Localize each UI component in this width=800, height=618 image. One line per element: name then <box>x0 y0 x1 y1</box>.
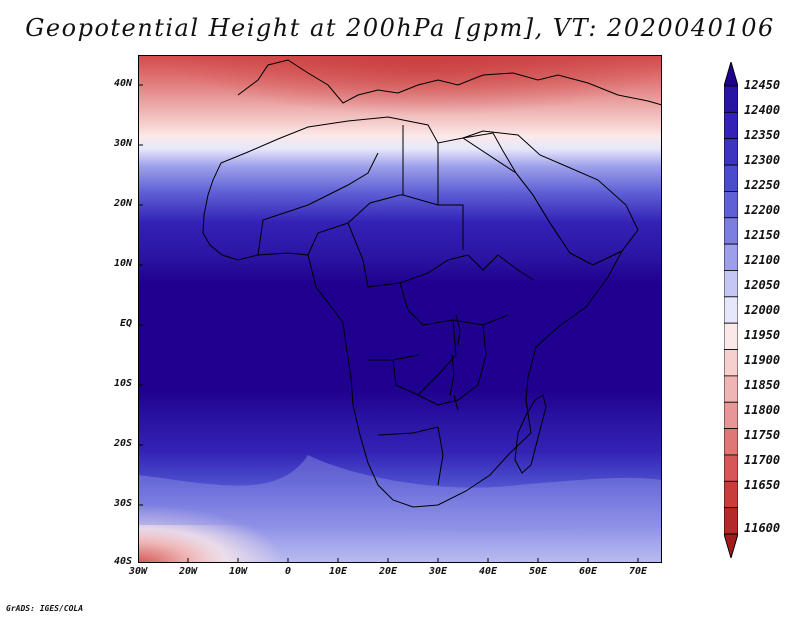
colorbar-label: 12450 <box>744 78 781 92</box>
colorbar-label: 11800 <box>744 403 781 417</box>
lon-label-30e: 30E <box>428 566 448 577</box>
grads-credit: GrADS: IGES/COLA <box>6 604 84 613</box>
lat-label-20n: 20N <box>113 198 132 209</box>
lon-label-10e: 10E <box>328 566 348 577</box>
colorbar-label: 11700 <box>744 453 781 467</box>
colorbar <box>724 62 738 558</box>
lon-label-0: 0 <box>284 566 292 577</box>
colorbar-label: 12100 <box>744 253 781 267</box>
colorbar-label: 12250 <box>744 178 781 192</box>
colorbar-label: 12400 <box>744 103 781 117</box>
africa-coastline <box>202 116 624 508</box>
colorbar-swatch <box>724 296 738 324</box>
lat-label-10s: 10S <box>113 378 132 389</box>
lat-label-30s: 30S <box>113 498 132 509</box>
map-title: Geopotential Height at 200hPa [gpm], VT:… <box>25 14 775 42</box>
lon-label-70e: 70E <box>628 566 648 577</box>
north-high-gradient <box>138 55 662 175</box>
colorbar-label: 11950 <box>744 328 781 342</box>
lon-label-30w: 30W <box>128 566 148 577</box>
colorbar-swatch <box>724 243 738 271</box>
europe-coastline <box>237 59 662 106</box>
colorbar-top-arrow <box>724 62 738 87</box>
southern-ridge-band <box>138 455 662 532</box>
colorbar-swatch <box>724 191 738 219</box>
lat-label-eq: EQ <box>119 318 132 329</box>
lon-label-10w: 10W <box>228 566 248 577</box>
lon-label-50e: 50E <box>528 566 548 577</box>
colorbar-swatch <box>724 138 738 166</box>
colorbar-label: 12150 <box>744 228 781 242</box>
colorbar-swatch <box>724 322 738 350</box>
lat-label-40s: 40S <box>113 556 132 567</box>
lon-label-20e: 20E <box>378 566 398 577</box>
southwest-low-gradient <box>138 355 662 563</box>
colorbar-swatch <box>724 428 738 456</box>
colorbar-swatch <box>724 164 738 192</box>
lon-label-20w: 20W <box>178 566 198 577</box>
country-borders <box>257 125 534 486</box>
colorbar-label: 12000 <box>744 303 781 317</box>
colorbar-swatch <box>724 111 738 140</box>
madagascar-coastline <box>514 394 547 474</box>
colorbar-label: 12200 <box>744 203 781 217</box>
colorbar-label: 11650 <box>744 478 781 492</box>
colorbar-bottom-arrow <box>724 533 738 558</box>
colorbar-label: 11900 <box>744 353 781 367</box>
colorbar-swatch <box>724 270 738 298</box>
colorbar-label: 11600 <box>744 521 781 535</box>
arabian-peninsula-coastline <box>461 130 639 266</box>
colorbar-label: 12300 <box>744 153 781 167</box>
lon-label-60e: 60E <box>578 566 598 577</box>
lat-label-40n: 40N <box>113 78 132 89</box>
lat-label-10n: 10N <box>113 258 132 269</box>
colorbar-swatch <box>724 507 738 535</box>
colorbar-swatch <box>724 375 738 403</box>
colorbar-swatch <box>724 401 738 429</box>
map-plot-area <box>138 55 662 563</box>
colorbar-label: 12350 <box>744 128 781 142</box>
colorbar-swatch <box>724 85 738 113</box>
colorbar-swatch <box>724 349 738 377</box>
lon-label-40e: 40E <box>478 566 498 577</box>
lat-label-20s: 20S <box>113 438 132 449</box>
colorbar-label: 11750 <box>744 428 781 442</box>
lat-label-30n: 30N <box>113 138 132 149</box>
coastlines-and-borders <box>202 59 662 508</box>
east-african-lakes <box>449 314 461 411</box>
map-border <box>138 55 662 563</box>
colorbar-swatch <box>724 454 738 482</box>
colorbar-label: 12050 <box>744 278 781 292</box>
colorbar-label: 11850 <box>744 378 781 392</box>
colorbar-swatch <box>724 480 738 509</box>
colorbar-swatch <box>724 217 738 245</box>
